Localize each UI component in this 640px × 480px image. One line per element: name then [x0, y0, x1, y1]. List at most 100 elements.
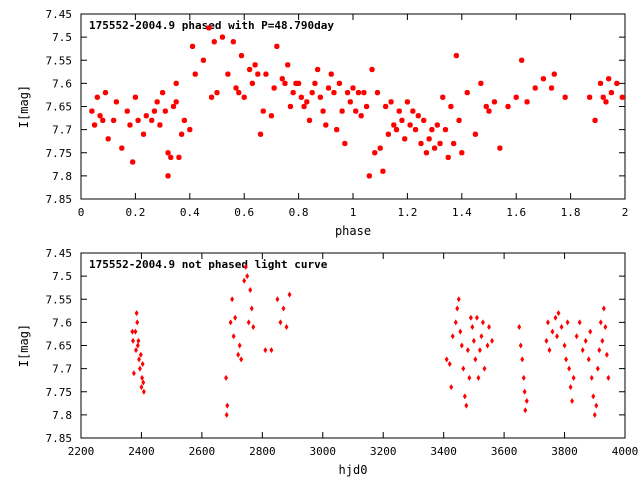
unphased-data-point: [591, 393, 596, 400]
unphased-data-point: [233, 314, 238, 321]
unphased-y-tick-label: 7.5: [52, 270, 72, 283]
unphased-data-point: [137, 365, 142, 372]
phased-data-point: [293, 80, 299, 87]
phased-data-point: [165, 173, 171, 179]
phased-x-axis-label: phase: [335, 224, 371, 238]
phased-y-tick-label: 7.7: [52, 124, 72, 137]
phased-data-point: [412, 126, 419, 133]
phased-data-point: [219, 34, 226, 40]
phased-data-point: [323, 122, 329, 128]
phased-data-point: [423, 150, 430, 156]
phased-data-point: [159, 89, 166, 96]
unphased-data-point: [580, 347, 585, 354]
phased-data-point: [459, 150, 465, 156]
unphased-data-point: [243, 263, 248, 270]
phased-data-point: [478, 80, 484, 87]
unphased-plot-title: 175552-2004.9 not phased light curve: [89, 258, 328, 271]
phased-data-point: [271, 85, 277, 91]
unphased-data-point: [544, 337, 549, 344]
phased-data-point: [456, 117, 462, 124]
unphased-data-point: [224, 411, 229, 418]
phased-x-tick-label: 0: [78, 206, 85, 219]
unphased-x-tick-label: 2200: [68, 445, 95, 458]
unphased-data-point: [134, 347, 138, 354]
phased-data-point: [301, 103, 307, 110]
unphased-data-point: [577, 319, 582, 326]
phased-data-point: [491, 99, 498, 105]
unphased-y-tick-label: 7.6: [52, 316, 72, 329]
unphased-data-point: [131, 370, 136, 377]
unphased-data-point: [550, 328, 555, 335]
phased-data-point: [518, 57, 525, 63]
phased-x-tick-label: 0.4: [180, 206, 200, 219]
unphased-y-tick-label: 7.75: [46, 386, 73, 399]
unphased-data-point: [467, 374, 472, 381]
unphased-data-point: [485, 342, 490, 349]
unphased-x-tick-label: 2800: [249, 445, 276, 458]
unphased-data-point: [487, 324, 491, 330]
unphased-data-point: [248, 287, 253, 293]
phased-data-point: [366, 173, 372, 179]
phased-data-point: [402, 136, 408, 142]
phased-data-point: [200, 57, 207, 63]
unphased-data-point: [595, 365, 600, 372]
unphased-data-point: [601, 305, 606, 312]
unphased-x-axis-label: hjd0: [339, 463, 368, 477]
phased-data-point: [320, 108, 326, 114]
unphased-data-point: [138, 351, 143, 358]
phased-data-point: [353, 108, 359, 114]
phased-data-point: [448, 103, 454, 110]
phased-data-point: [548, 85, 555, 91]
phased-data-point: [614, 80, 620, 87]
phased-data-point: [149, 117, 155, 124]
unphased-data-point: [518, 342, 523, 349]
phased-data-point: [453, 52, 460, 59]
phased-data-point: [257, 131, 264, 137]
unphased-data-point: [237, 342, 242, 349]
phased-plot-title: 175552-2004.9 phased with P=48.790day: [89, 19, 334, 32]
unphased-data-point: [453, 319, 458, 326]
unphased-data-point: [455, 305, 460, 312]
unphased-data-point: [555, 333, 559, 340]
unphased-data-point: [571, 374, 576, 381]
phased-data-point: [290, 89, 296, 96]
unphased-y-tick-label: 7.45: [46, 247, 73, 260]
phased-data-point: [140, 131, 147, 137]
phased-data-point: [295, 80, 302, 87]
unphased-data-point: [565, 319, 570, 326]
phased-data-point: [154, 99, 160, 105]
phased-data-point: [189, 43, 196, 50]
unphased-x-tick-label: 3600: [491, 445, 518, 458]
phased-data-point: [91, 122, 98, 128]
phased-y-tick-label: 7.75: [46, 147, 73, 160]
phased-data-point: [274, 43, 280, 50]
phased-data-point: [230, 39, 236, 45]
unphased-data-point: [606, 374, 611, 381]
phased-data-point: [393, 126, 400, 133]
phased-data-point: [306, 117, 313, 124]
unphased-data-point: [141, 388, 146, 395]
unphased-data-point: [465, 347, 470, 354]
phased-data-point: [178, 131, 185, 137]
unphased-y-tick-label: 7.55: [46, 293, 73, 306]
unphased-data-point: [134, 310, 139, 317]
unphased-data-point: [136, 337, 141, 344]
phased-data-point: [312, 80, 318, 87]
unphased-data-point: [588, 328, 593, 335]
phased-data-point: [410, 108, 416, 114]
phased-data-point: [268, 113, 275, 119]
unphased-data-point: [603, 324, 608, 330]
phased-data-point: [415, 113, 421, 119]
phased-data-point: [124, 108, 130, 114]
unphased-y-axis-label: I[mag]: [17, 324, 31, 367]
unphased-light-curve-panel: 2200 2400 2600 2800 3000 3200 3400 3600 3800 4000…: [17, 247, 638, 477]
phased-data-point: [540, 76, 547, 82]
phased-data-point: [608, 89, 615, 96]
unphased-data-point: [520, 356, 525, 363]
phased-data-point: [100, 117, 106, 124]
phased-data-point: [437, 140, 443, 147]
phased-data-point: [355, 89, 362, 96]
phased-data-point: [486, 108, 492, 114]
phased-data-point: [600, 94, 606, 100]
unphased-data-point: [476, 374, 481, 381]
